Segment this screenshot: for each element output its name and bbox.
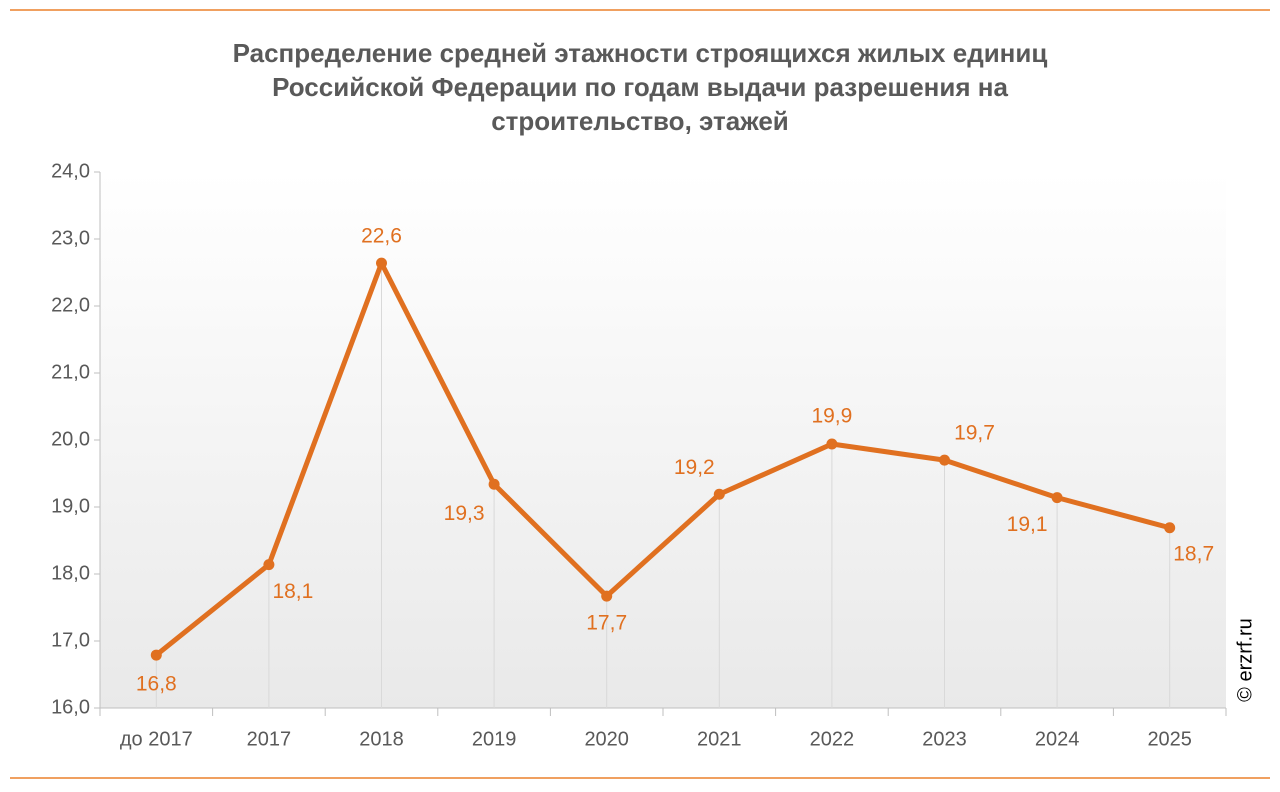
y-tick-label: 24,0 [51,160,90,182]
point [1051,492,1063,504]
x-tick-label: 2024 [1035,728,1080,750]
x-tick-label: 2017 [247,728,292,750]
point [263,559,275,571]
point [488,478,500,490]
x-tick-label: 2019 [472,728,517,750]
series-line [154,260,1171,658]
chart-title: Распределение средней этажности строящих… [232,38,1048,136]
point [713,488,725,500]
value-label: 19,3 [444,502,485,525]
y-tick-label: 16,0 [51,696,90,718]
watermark: © erzrf.ru [1234,618,1256,702]
value-label: 16,8 [136,673,177,696]
x-tick-label: 2018 [359,728,404,750]
value-label: 19,2 [674,456,715,479]
value-label: 19,7 [954,422,995,445]
x-tick-label: 2022 [810,728,855,750]
x-tick-label: до 2017 [120,728,193,750]
x-tick-label: 2023 [922,728,967,750]
x-tick-label: 2020 [584,728,629,750]
point [376,257,387,269]
y-tick-label: 22,0 [51,294,90,316]
y-tick-label: 19,0 [51,495,90,517]
value-label: 17,7 [586,612,627,635]
point [826,438,838,450]
x-tick-label: 2021 [697,728,742,750]
value-label: 22,6 [361,225,402,248]
y-tick-label: 18,0 [51,562,90,584]
value-label: 19,1 [1007,513,1048,536]
y-tick-label: 20,0 [51,428,90,450]
point [150,649,162,661]
value-label: 18,7 [1173,542,1214,565]
y-tick-label: 23,0 [51,227,90,249]
value-label: 19,9 [811,405,852,428]
point [1164,522,1176,534]
y-tick-label: 17,0 [51,629,90,651]
y-tick-label: 21,0 [51,361,90,383]
plot-area [100,172,1226,708]
x-tick-label: 2025 [1147,728,1192,750]
value-label: 18,1 [272,580,313,603]
point [601,590,613,602]
point [939,454,950,466]
